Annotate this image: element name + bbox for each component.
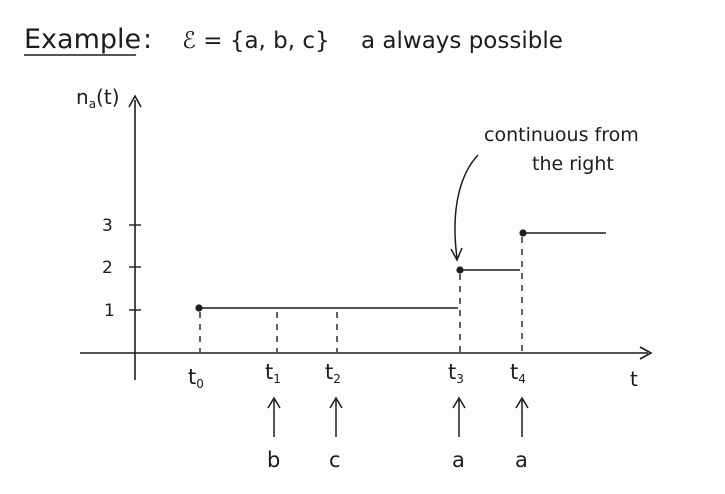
title-colon: : (143, 24, 152, 55)
time-label-t0: t0 (188, 365, 204, 391)
x-axis-arrowhead (639, 346, 653, 360)
step-point-t4 (519, 229, 527, 237)
step-point-t0 (195, 304, 203, 312)
y-axis-arrowhead (128, 94, 142, 108)
time-label-t4: t4 (510, 360, 526, 386)
annotation-arrowhead (450, 247, 463, 262)
remark: a always possible (361, 28, 563, 54)
annotation-line-1: continuous from (484, 124, 639, 146)
time-label-t1: t1 (265, 360, 281, 386)
y-tick-label-1: 1 (104, 301, 115, 321)
event-label-c: c (329, 448, 341, 472)
event-label-b: b (267, 448, 280, 472)
dashed-guides (199, 237, 523, 352)
y-axis-label: na(t) (76, 85, 120, 111)
event-arrows (267, 396, 529, 437)
title: Example (24, 24, 141, 55)
y-tick-label-2: 2 (102, 258, 113, 278)
event-label-a2: a (515, 448, 528, 472)
x-axis-label: t (630, 367, 638, 391)
time-label-t3: t3 (448, 360, 464, 386)
annotation-line-2: the right (532, 153, 614, 175)
annotation-arrow (454, 154, 479, 259)
set-definition: ℰ = {a, b, c} (182, 28, 330, 54)
step-point-t3 (456, 266, 464, 274)
y-tick-label-3: 3 (102, 216, 113, 236)
svg-text:na(t): na(t) (76, 85, 120, 111)
time-label-t2: t2 (325, 360, 341, 386)
event-label-a1: a (452, 448, 465, 472)
